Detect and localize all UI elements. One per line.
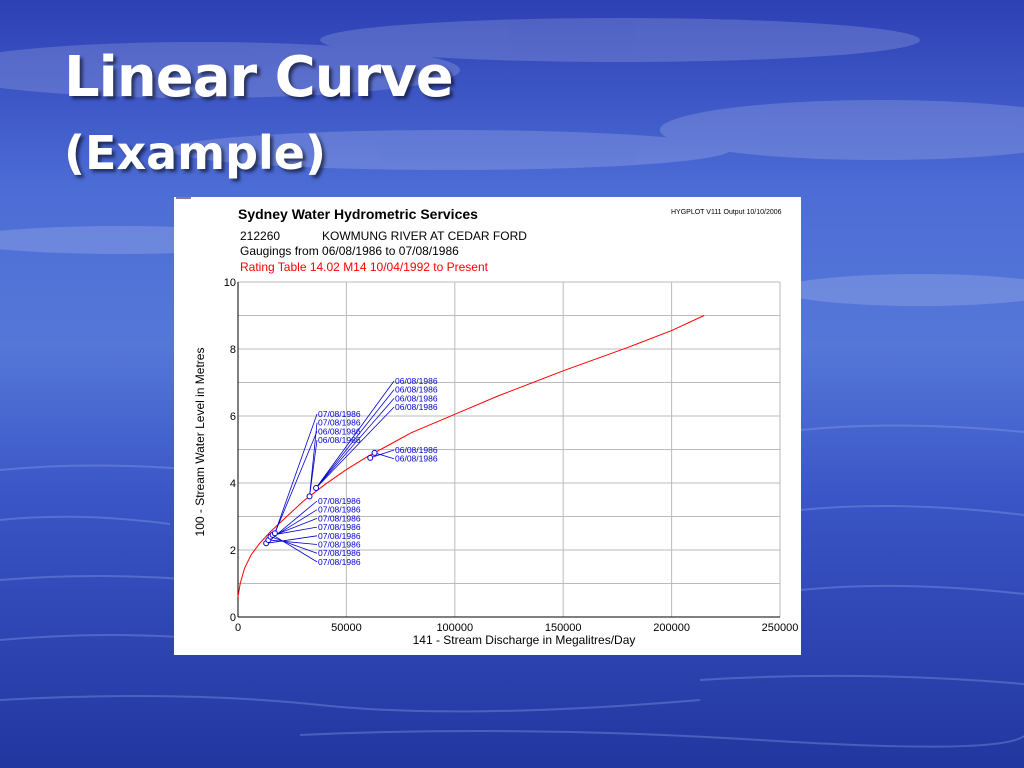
gauging-point: [306, 493, 313, 500]
slide-title: Linear Curve: [64, 45, 454, 110]
rating-note: Rating Table 14.02 M14 10/04/1992 to Pre…: [240, 260, 489, 274]
x-tick-label: 100000: [436, 622, 473, 634]
gauging-point: [271, 530, 278, 537]
gauging-points: [263, 449, 378, 547]
x-axis-label: 141 - Stream Discharge in Megalitres/Day: [413, 633, 636, 647]
annotation-leader: [315, 380, 395, 489]
annotation-label: 07/08/1986: [318, 409, 361, 419]
annotation-label: 07/08/1986: [318, 513, 361, 523]
annotation-leader: [272, 534, 318, 563]
y-tick-label: 6: [230, 411, 236, 423]
annotation-leader: [374, 452, 395, 460]
annotation-label: 06/08/1986: [395, 402, 438, 412]
annotation-label: 07/08/1986: [318, 418, 361, 428]
gauging-point: [367, 454, 374, 461]
y-tick-label: 4: [230, 478, 236, 490]
y-tick-label: 8: [230, 344, 236, 356]
annotation-leaders: [265, 380, 395, 563]
annotation-leader: [309, 440, 318, 497]
y-axis-label: 100 - Stream Water Level in Metres: [193, 348, 207, 537]
rating-curve-chart: Sydney Water Hydrometric Services HYGPLO…: [176, 197, 799, 647]
annotation-leader: [268, 539, 318, 545]
annotation-label: 07/08/1986: [318, 496, 361, 506]
rating-curve-line: [237, 315, 705, 597]
annotation-label: 06/08/1986: [395, 393, 438, 403]
gauging-point: [313, 485, 320, 492]
x-tick-label: 250000: [762, 622, 799, 634]
annotation-leader: [270, 536, 318, 554]
annotation-leader: [274, 413, 318, 534]
station-id: 212260: [240, 229, 280, 243]
annotation-label: 06/08/1986: [395, 385, 438, 395]
annotation-label: 07/08/1986: [318, 540, 361, 550]
gaugings-range: Gaugings from 06/08/1986 to 07/08/1986: [240, 244, 459, 258]
gauging-point: [371, 449, 378, 456]
annotation-leader: [370, 449, 395, 459]
annotation-label: 07/08/1986: [318, 531, 361, 541]
annotation-label: 07/08/1986: [318, 557, 361, 567]
x-tick-label: 0: [235, 622, 241, 634]
x-tick-label: 150000: [545, 622, 582, 634]
x-tick-label: 50000: [331, 622, 362, 634]
station-name: KOWMUNG RIVER AT CEDAR FORD: [322, 229, 527, 243]
x-tick-label: 200000: [653, 622, 690, 634]
y-tick-label: 2: [230, 545, 236, 557]
annotation-label: 07/08/1986: [318, 548, 361, 558]
annotation-labels: 06/08/198606/08/198606/08/198606/08/1986…: [318, 376, 438, 567]
y-tick-label: 10: [224, 277, 236, 289]
annotation-leader: [315, 398, 395, 489]
rating-curve: [237, 315, 705, 597]
y-tick-label: 0: [230, 612, 236, 624]
slide-subtitle: (Example): [64, 126, 327, 180]
annotation-label: 07/08/1986: [318, 522, 361, 532]
annotation-label: 07/08/1986: [318, 505, 361, 515]
annotation-label: 06/08/1986: [395, 445, 438, 455]
annotation-leader: [315, 406, 395, 489]
annotation-leader: [274, 431, 318, 534]
chart-panel: Sydney Water Hydrometric Services HYGPLO…: [174, 197, 801, 655]
program-note: HYGPLOT V111 Output 10/10/2006: [671, 209, 782, 216]
annotation-label: 06/08/1986: [395, 454, 438, 464]
annotation-label: 06/08/1986: [395, 376, 438, 386]
annotation-leader: [315, 389, 395, 489]
annotation-label: 06/08/1986: [318, 435, 361, 445]
chart-axes: 0 50000 100000 150000 200000 250000 0 2 4 6 8 10: [224, 277, 799, 634]
annotation-leader: [272, 526, 318, 536]
annotation-label: 06/08/1986: [318, 426, 361, 436]
annotation-leader: [266, 535, 318, 544]
chart-title: Sydney Water Hydrometric Services: [238, 206, 478, 222]
